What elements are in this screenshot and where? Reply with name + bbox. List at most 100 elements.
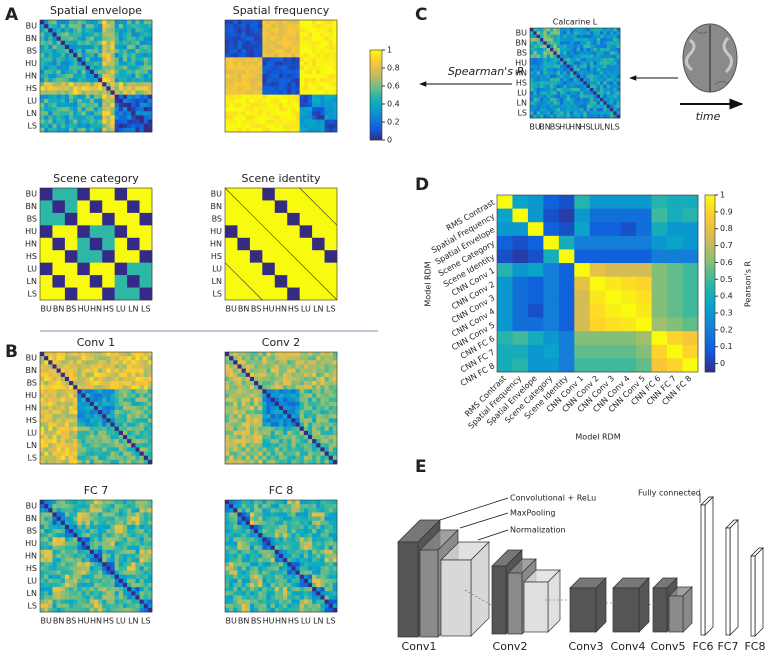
- heatmap-cell: [44, 24, 49, 29]
- heatmap-cell: [69, 111, 74, 116]
- heatmap-cell: [60, 574, 66, 580]
- heatmap-cell: [225, 451, 230, 457]
- heatmap-cell: [127, 529, 132, 534]
- heatmap-cell: [249, 529, 255, 534]
- heatmap-cell: [254, 414, 259, 419]
- heatmap-cell: [237, 570, 242, 575]
- heatmap-cell: [291, 422, 296, 427]
- heatmap-cell: [270, 426, 276, 432]
- heatmap-cell: [266, 381, 271, 386]
- heatmap-cell: [332, 123, 338, 129]
- row-label: HU: [25, 539, 37, 548]
- heatmap-cell: [93, 562, 99, 567]
- heatmap-cell: [258, 73, 263, 79]
- heatmap-cell: [606, 48, 611, 52]
- heatmap-cell: [316, 533, 321, 538]
- col-label: LU: [301, 617, 311, 626]
- heatmap-cell: [299, 520, 305, 526]
- heatmap-cell: [332, 533, 338, 538]
- heatmap-cell: [291, 410, 296, 415]
- heatmap-cell: [139, 250, 153, 263]
- heatmap-cell: [44, 102, 49, 108]
- heatmap-cell: [262, 61, 267, 66]
- heatmap-cell: [274, 549, 280, 555]
- heatmap-cell: [48, 558, 53, 563]
- heatmap-cell: [320, 570, 325, 575]
- heatmap-cell: [98, 49, 103, 54]
- row-label: HS: [26, 564, 37, 573]
- heatmap-cell: [266, 570, 271, 575]
- heatmap-cell: [245, 430, 251, 436]
- heatmap-cell: [237, 447, 242, 452]
- heatmap-cell: [81, 545, 86, 551]
- heatmap-cell: [295, 86, 300, 91]
- heatmap-cell: [320, 53, 325, 58]
- heatmap-cell: [114, 368, 120, 374]
- heatmap-cell: [60, 595, 66, 600]
- heatmap-cell: [274, 86, 280, 91]
- heatmap-cell: [266, 524, 271, 530]
- heatmap-cell: [110, 364, 115, 369]
- heatmap-cell: [225, 287, 238, 301]
- heatmap-cell: [254, 553, 259, 559]
- heatmap-cell: [102, 529, 107, 534]
- heatmap-cell: [278, 389, 284, 394]
- heatmap-cell: [299, 111, 305, 116]
- heatmap-cell: [287, 524, 292, 530]
- heatmap-cell: [139, 405, 145, 411]
- heatmap-cell: [64, 537, 70, 542]
- heatmap-cell: [299, 44, 305, 50]
- heatmap-cell: [135, 123, 140, 129]
- heatmap-cell: [266, 549, 271, 555]
- heatmap-cell: [89, 422, 95, 427]
- heatmap-cell: [89, 376, 95, 382]
- heatmap-cell: [106, 562, 111, 567]
- heatmap-cell: [274, 524, 280, 530]
- heatmap-cell: [229, 599, 234, 605]
- heatmap-cell: [40, 372, 45, 378]
- heatmap-cell: [44, 443, 49, 448]
- heatmap-cell: [270, 360, 276, 365]
- heatmap-cell: [81, 40, 86, 46]
- heatmap-cell: [106, 595, 111, 600]
- heatmap-cell: [85, 356, 91, 361]
- heatmap-cell: [576, 41, 581, 45]
- heatmap-cell: [60, 455, 66, 461]
- heatmap-cell: [249, 607, 255, 613]
- heatmap-cell: [570, 28, 574, 32]
- heatmap-cell: [56, 44, 62, 50]
- heatmap-cell: [102, 376, 107, 382]
- heatmap-cell: [48, 574, 53, 580]
- heatmap-cell: [241, 603, 247, 609]
- heatmap-cell: [64, 397, 70, 403]
- heatmap-cell: [106, 459, 111, 465]
- heatmap-cell: [237, 418, 242, 423]
- heatmap-cell: [69, 516, 74, 522]
- heatmap-cell: [291, 414, 296, 419]
- heatmap-cell: [307, 405, 313, 411]
- heatmap-cell: [64, 364, 70, 369]
- heatmap-cell: [44, 49, 49, 54]
- heatmap-cell: [85, 570, 91, 575]
- heatmap-cell: [102, 459, 107, 465]
- heatmap-cell: [106, 422, 111, 427]
- heatmap-cell: [48, 512, 53, 517]
- heatmap-cell: [332, 78, 338, 83]
- heatmap-cell: [320, 603, 325, 609]
- heatmap-cell: [295, 574, 300, 580]
- heatmap-cell: [254, 368, 259, 374]
- heatmap-cell: [114, 57, 120, 62]
- heatmap-cell: [287, 123, 292, 129]
- heatmap-cell: [127, 53, 132, 58]
- heatmap-cell: [69, 599, 74, 605]
- heatmap-cell: [262, 508, 267, 513]
- heatmap-cell: [287, 32, 292, 37]
- heatmap-cell: [291, 455, 296, 461]
- heatmap-cell: [73, 57, 78, 62]
- heatmap-cell: [566, 31, 571, 35]
- heatmap-cell: [147, 570, 153, 575]
- heatmap-cell: [328, 28, 334, 33]
- heatmap-cell: [332, 595, 338, 600]
- heatmap-cell: [266, 94, 271, 100]
- heatmap-cell: [324, 549, 330, 555]
